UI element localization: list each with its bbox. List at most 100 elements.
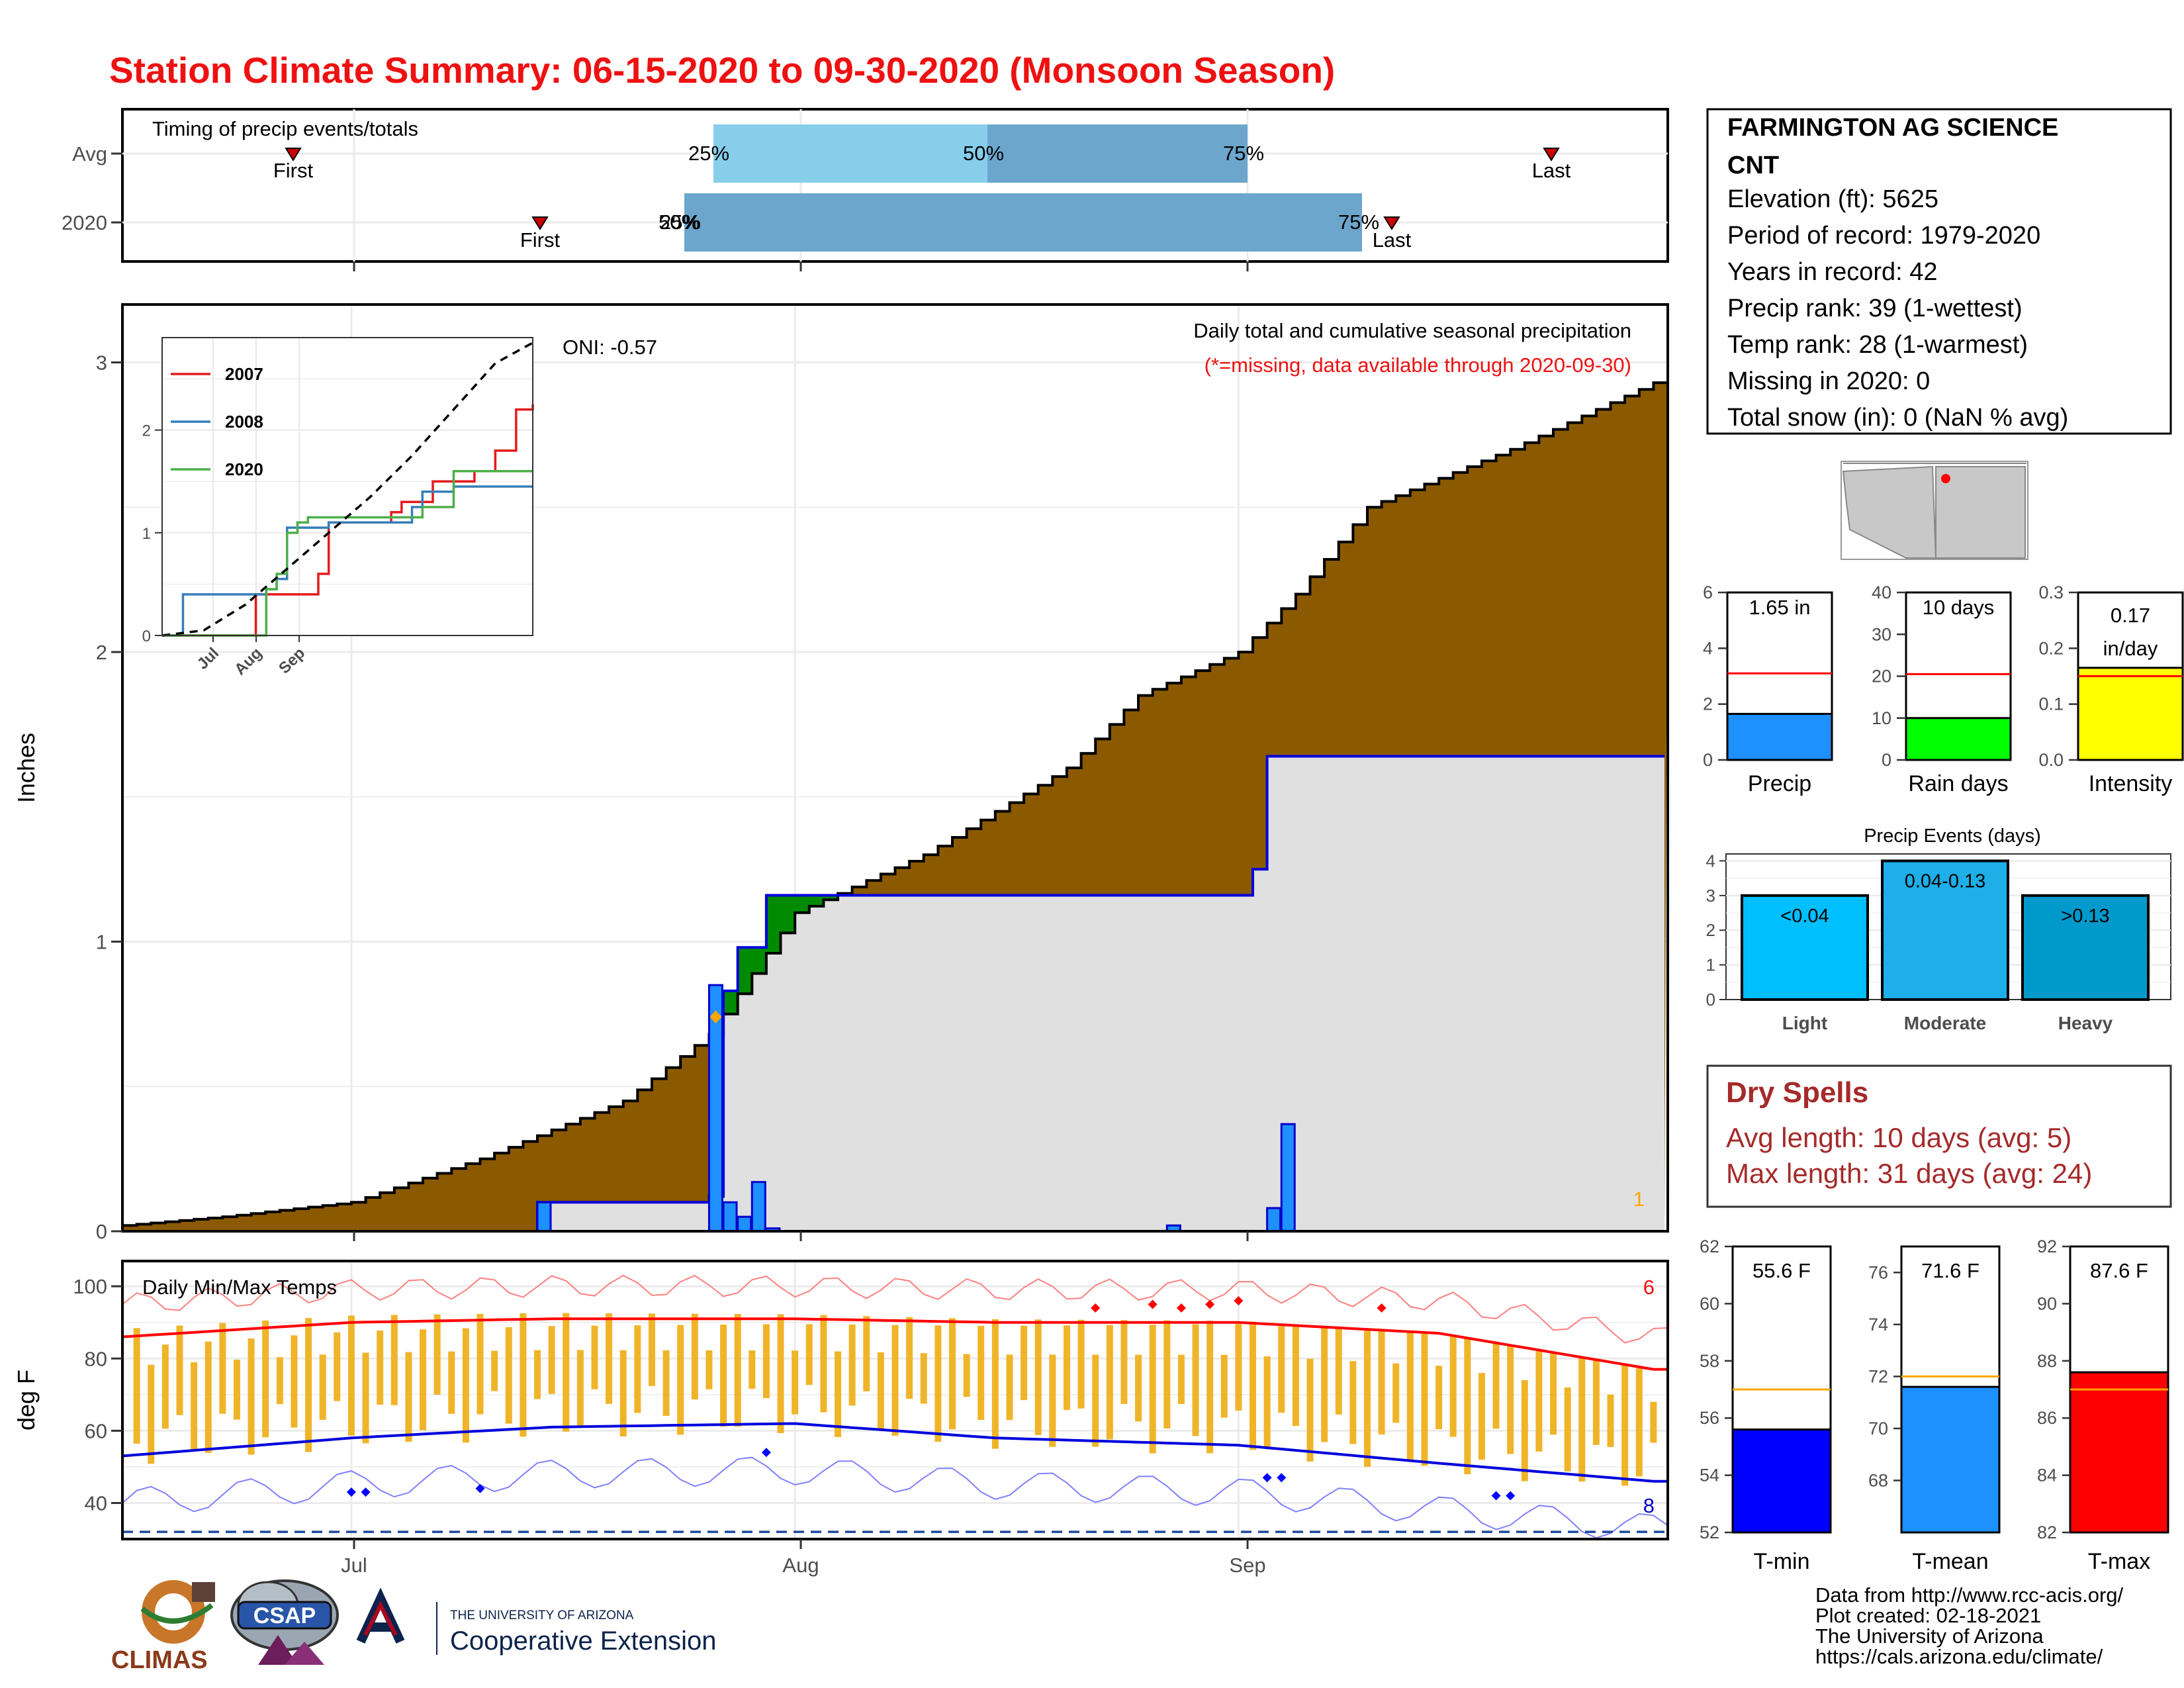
daily-temp-bar <box>734 1314 741 1427</box>
daily-temp-bar <box>563 1313 570 1432</box>
missing-marker <box>709 1010 722 1024</box>
temp-summary-tick: 82 <box>2037 1523 2057 1542</box>
temp-summary-label: T-min <box>1754 1549 1810 1574</box>
daily-temp-bar <box>1250 1321 1257 1450</box>
record-low-marker <box>361 1487 371 1497</box>
daily-temp-bar <box>777 1314 784 1433</box>
dry-spells-avg: Avg length: 10 days (avg: 5) <box>1726 1122 2071 1153</box>
temp-summary-tick: 54 <box>1700 1466 1719 1485</box>
events-ytick: 1 <box>1706 955 1715 975</box>
record-high-marker <box>1091 1303 1101 1313</box>
avg-p75-label: 75% <box>1223 142 1264 165</box>
temp-ylabel: deg F <box>13 1370 40 1430</box>
station-name-1: FARMINGTON AG SCIENCE <box>1727 114 2058 142</box>
dry-spells-title: Dry Spells <box>1726 1076 1868 1109</box>
daily-temp-bar <box>606 1313 613 1404</box>
temp-summary-fill <box>2069 1371 2169 1534</box>
record-low-marker <box>1506 1491 1516 1501</box>
daily-temp-bar <box>1635 1368 1643 1477</box>
summary-bar-fill <box>1726 712 1833 761</box>
daily-temp-bar <box>920 1353 927 1404</box>
climas-logo: CLIMAS <box>111 1580 215 1674</box>
temp-summary-fill <box>1731 1428 1832 1534</box>
summary-bar-fill <box>2077 667 2184 761</box>
temp-summary-label: T-mean <box>1912 1549 1988 1574</box>
temp-label: Daily Min/Max Temps <box>142 1276 337 1299</box>
summary-bar-precip: 1.65 in 0 2 4 6 Precip <box>1703 583 1833 796</box>
daily-temp-bar <box>948 1318 956 1430</box>
daily-temp-bar <box>1621 1363 1629 1486</box>
record-high-marker <box>1205 1299 1215 1309</box>
daily-temp-bar <box>805 1324 813 1385</box>
daily-temp-bar <box>1406 1332 1414 1462</box>
daily-temp-bar <box>1021 1325 1028 1401</box>
daily-temp-bar <box>1063 1325 1070 1410</box>
temp-summary-tick: 76 <box>1868 1262 1888 1282</box>
station-name-2: CNT <box>1727 152 1779 179</box>
y2020-p75-label: 75% <box>1338 211 1379 234</box>
record-high-marker <box>1377 1303 1387 1313</box>
summary-bar-intensity: 0.17 in/day 0.0 0.1 0.2 0.3 Intensity <box>2038 583 2184 796</box>
temp-summary-tick: 84 <box>2037 1466 2057 1485</box>
summary-bar-tick: 40 <box>1872 583 1891 602</box>
summary-bar-tick: 2 <box>1703 694 1713 714</box>
y2020-last-label: Last <box>1373 228 1412 252</box>
daily-temp-bar <box>420 1329 427 1430</box>
daily-temp-bar <box>1206 1321 1214 1454</box>
ua-logo: THE UNIVERSITY OF ARIZONA Cooperative Ex… <box>356 1587 716 1656</box>
summary-bar-value: 10 days <box>1923 596 1995 619</box>
events-ytick: 4 <box>1706 851 1715 870</box>
daily-temp-bar <box>1306 1358 1314 1462</box>
summary-bar-tick: 6 <box>1703 583 1713 602</box>
event-bar <box>1741 894 1869 1002</box>
daily-temp-bar <box>334 1332 341 1401</box>
daily-temp-bar <box>877 1352 884 1429</box>
daily-temp-bar <box>1034 1319 1042 1435</box>
daily-temp-bar <box>619 1350 627 1436</box>
daily-temp-bar <box>677 1325 684 1435</box>
average-max-line <box>122 1317 1668 1371</box>
daily-temp-bar <box>1278 1326 1285 1413</box>
daily-temp-bar <box>863 1316 870 1391</box>
avg-quartile-bar-1 <box>713 124 987 183</box>
daily-temp-bar <box>462 1328 469 1443</box>
legend-label: 2007 <box>225 364 263 384</box>
temp-xtick-sep: Sep <box>1229 1554 1265 1577</box>
daily-temp-bar <box>148 1364 155 1464</box>
summary-bar-label: Rain days <box>1908 771 2008 796</box>
temp-ytick: 40 <box>85 1491 107 1515</box>
events-title: Precip Events (days) <box>1864 825 2041 847</box>
ua-top-text: THE UNIVERSITY OF ARIZONA <box>450 1609 634 1622</box>
daily-temp-bar <box>1521 1380 1528 1481</box>
station-temp-rank: Temp rank: 28 (1-warmest) <box>1727 331 2028 359</box>
daily-temp-bar <box>1077 1319 1085 1409</box>
daily-temp-bar <box>305 1318 312 1452</box>
inset-ytick: 1 <box>142 525 151 543</box>
event-range: <0.04 <box>1780 906 1829 927</box>
daily-temp-bar <box>1149 1325 1156 1454</box>
temp-summary-tick: 86 <box>2037 1408 2057 1428</box>
temp-summary-tick: 60 <box>1700 1293 1719 1313</box>
timing-label: Timing of precip events/totals <box>152 117 418 140</box>
daily-precip-bar <box>751 1181 766 1233</box>
daily-temp-bar <box>1292 1324 1299 1427</box>
daily-temp-bar <box>405 1352 412 1442</box>
footer: Data from http://www.rcc-acis.org/ Plot … <box>1815 1583 2124 1668</box>
avg-p50-label: 50% <box>963 142 1004 165</box>
precip-ytick: 1 <box>96 931 107 954</box>
daily-temp-bar <box>720 1325 727 1427</box>
summary-bar-value: 0.17 <box>2111 604 2150 627</box>
precip-ytick: 0 <box>96 1220 107 1243</box>
avg-first-label: First <box>273 159 314 182</box>
daily-temp-bar <box>176 1325 183 1415</box>
average-min-line <box>122 1422 1668 1483</box>
footer-line-2: Plot created: 02-18-2021 <box>1815 1604 2041 1627</box>
temp-summary-fill <box>1900 1385 2001 1534</box>
summary-bar-tick: 0.2 <box>2038 638 2064 658</box>
daily-temp-bar <box>1421 1332 1428 1466</box>
temp-ytick: 80 <box>85 1347 107 1370</box>
cumulative-2020-line <box>122 755 1664 1233</box>
temp-count-low: 8 <box>1643 1494 1655 1517</box>
daily-temp-bar <box>248 1338 255 1455</box>
daily-temp-bar <box>505 1327 512 1424</box>
